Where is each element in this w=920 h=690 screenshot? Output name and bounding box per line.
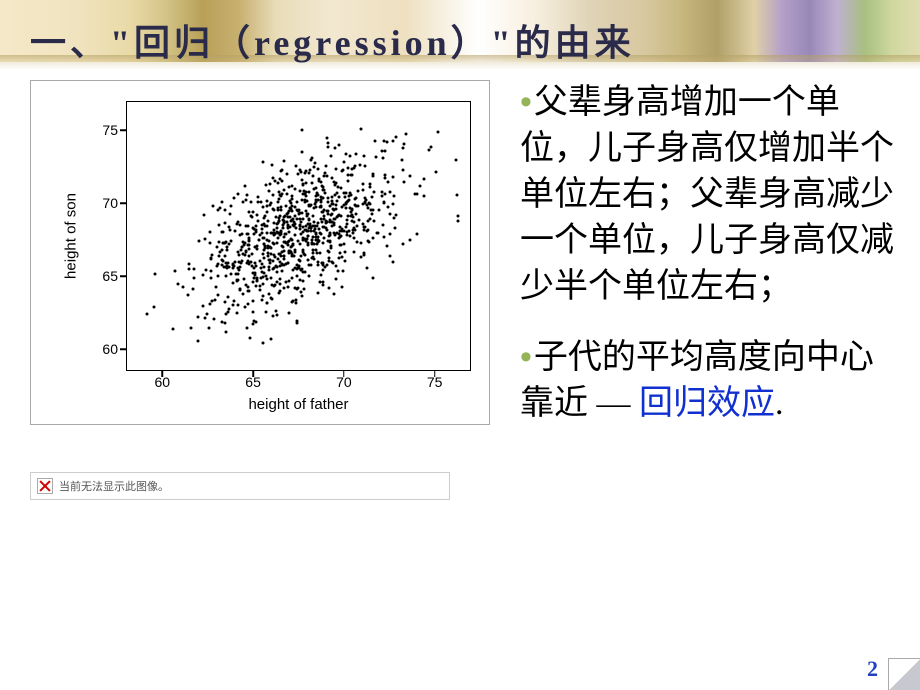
paragraph-1: •父辈身高增加一个单位，儿子身高仅增加半个单位左右；父辈身高减少一个单位，儿子身…: [520, 80, 902, 309]
scatter-chart: height of son height of father 60657075 …: [30, 80, 490, 425]
bullet-icon: •: [520, 83, 532, 121]
para2-after: .: [775, 385, 784, 422]
bullet-icon: •: [520, 338, 532, 376]
y-tick-label: 60: [86, 341, 118, 357]
chart-plot-area: [126, 101, 471, 371]
y-tick-label: 65: [86, 268, 118, 284]
broken-image-text: 当前无法显示此图像。: [59, 478, 169, 494]
page-fold-icon: [888, 658, 920, 690]
y-tick-label: 75: [86, 122, 118, 138]
page-title: 一、"回归（regression）"的由来: [30, 14, 635, 66]
para2-highlight: 回归效应: [639, 385, 775, 422]
scatter-points-layer: [127, 102, 470, 370]
broken-image-placeholder: 当前无法显示此图像。: [30, 472, 450, 500]
para1-text: 父辈身高增加一个单位，儿子身高仅增加半个单位左右；父辈身高减少一个单位，儿子身高…: [520, 84, 894, 305]
chart-x-label: height of father: [126, 396, 471, 413]
y-tick-label: 70: [86, 195, 118, 211]
body-text: •父辈身高增加一个单位，儿子身高仅增加半个单位左右；父辈身高减少一个单位，儿子身…: [520, 80, 902, 453]
page-number: 2: [867, 656, 878, 682]
chart-y-label: height of son: [63, 193, 80, 279]
broken-image-icon: [37, 478, 53, 494]
paragraph-2: •子代的平均高度向中心靠近 — 回归效应.: [520, 335, 902, 427]
